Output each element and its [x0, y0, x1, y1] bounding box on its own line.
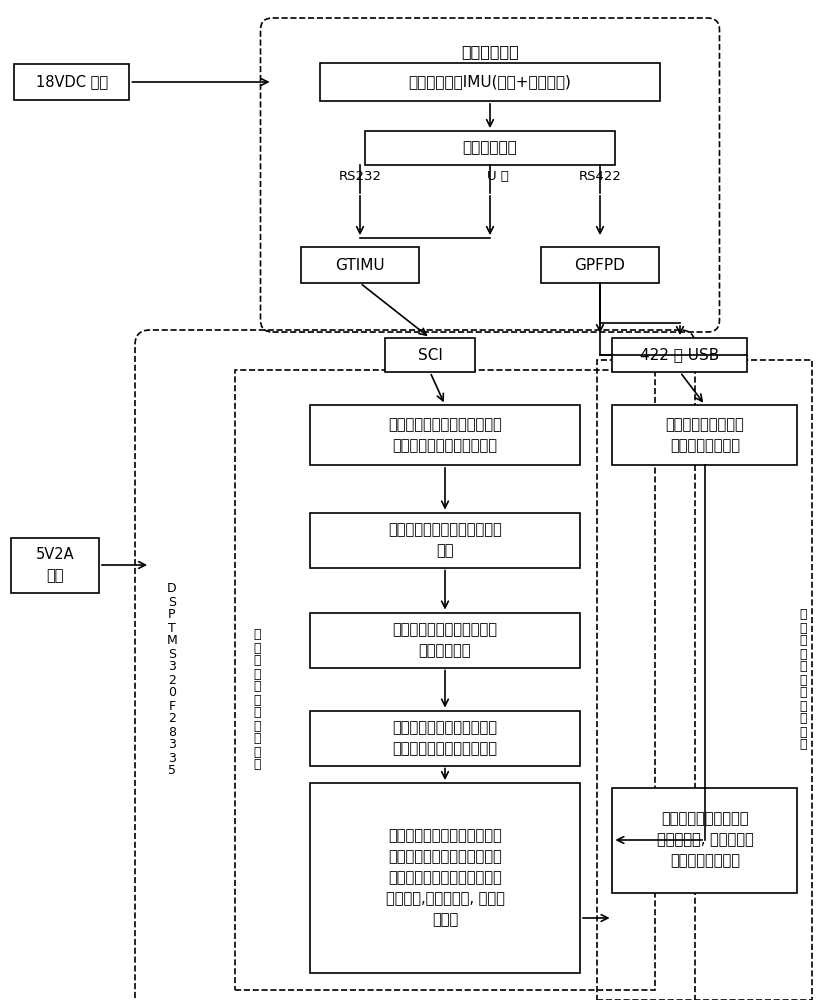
Bar	[612, 338, 747, 372]
Text: 上
位
导
航
计
算
机
实
验
验
证: 上 位 导 航 计 算 机 实 验 验 证	[798, 608, 806, 752]
Bar	[385, 338, 475, 372]
Text: 基于双矢量定姿的惯性坐标
系粗对准算法: 基于双矢量定姿的惯性坐标 系粗对准算法	[392, 622, 497, 658]
Bar	[612, 788, 797, 892]
Bar	[235, 370, 655, 990]
Bar	[597, 360, 812, 1000]
Bar	[301, 247, 419, 283]
Bar	[309, 710, 579, 766]
Text: 5V2A
电源: 5V2A 电源	[36, 547, 74, 583]
Text: 数据电缆部分: 数据电缆部分	[462, 140, 517, 155]
Bar	[612, 405, 797, 465]
Text: RS232: RS232	[338, 170, 381, 183]
Text: U 口: U 口	[487, 170, 508, 183]
Text: SCI: SCI	[417, 348, 442, 362]
Text: 组合导航系统: 组合导航系统	[461, 44, 518, 60]
Bar	[540, 247, 658, 283]
Text: RS422: RS422	[578, 170, 620, 183]
Text: 光纤陀螺仪的角加速度输出和
加速度计的比力输出的采集: 光纤陀螺仪的角加速度输出和 加速度计的比力输出的采集	[388, 417, 502, 453]
Text: 惯性测量单元IMU(陀螺+加速度计): 惯性测量单元IMU(陀螺+加速度计)	[408, 75, 571, 90]
Bar	[14, 64, 130, 100]
Text: 18VDC 电源: 18VDC 电源	[36, 75, 108, 90]
Bar	[309, 612, 579, 668]
Text: 解算姿态信息与实际姿
态信息对比, 证明本方法
的可行性和有效性: 解算姿态信息与实际姿 态信息对比, 证明本方法 的可行性和有效性	[655, 812, 752, 868]
Text: 载体所在位置的纬度信息求解
算法: 载体所在位置的纬度信息求解 算法	[388, 522, 502, 558]
Bar	[11, 538, 99, 592]
Text: 实际载体姿态信息的
采集、分析、解包: 实际载体姿态信息的 采集、分析、解包	[665, 417, 743, 453]
Text: GTIMU: GTIMU	[334, 257, 385, 272]
Text: GPFPD: GPFPD	[573, 257, 624, 272]
Bar	[364, 131, 614, 165]
Bar	[309, 405, 579, 465]
Text: 全
自
主
捷
联
惯
导
算
法
解
算: 全 自 主 捷 联 惯 导 算 法 解 算	[253, 629, 261, 772]
Text: 系统状态方程和量测方程求
解，系统状态空间模型建立: 系统状态方程和量测方程求 解，系统状态空间模型建立	[392, 720, 497, 756]
Bar	[309, 512, 579, 568]
Text: 利用基于新息的自适应滤波算
法解算的失准角修正捷联姿态
矩阵的精对准算法，解算载体
姿态信息,完成自对准, 进入导
航状态: 利用基于新息的自适应滤波算 法解算的失准角修正捷联姿态 矩阵的精对准算法，解算载…	[385, 828, 504, 928]
Text: 422 转 USB: 422 转 USB	[640, 348, 719, 362]
Bar	[309, 783, 579, 973]
Text: D
S
P
T
M
S
3
2
0
F
2
8
3
3
5: D S P T M S 3 2 0 F 2 8 3 3 5	[166, 582, 177, 778]
Bar	[319, 63, 660, 101]
